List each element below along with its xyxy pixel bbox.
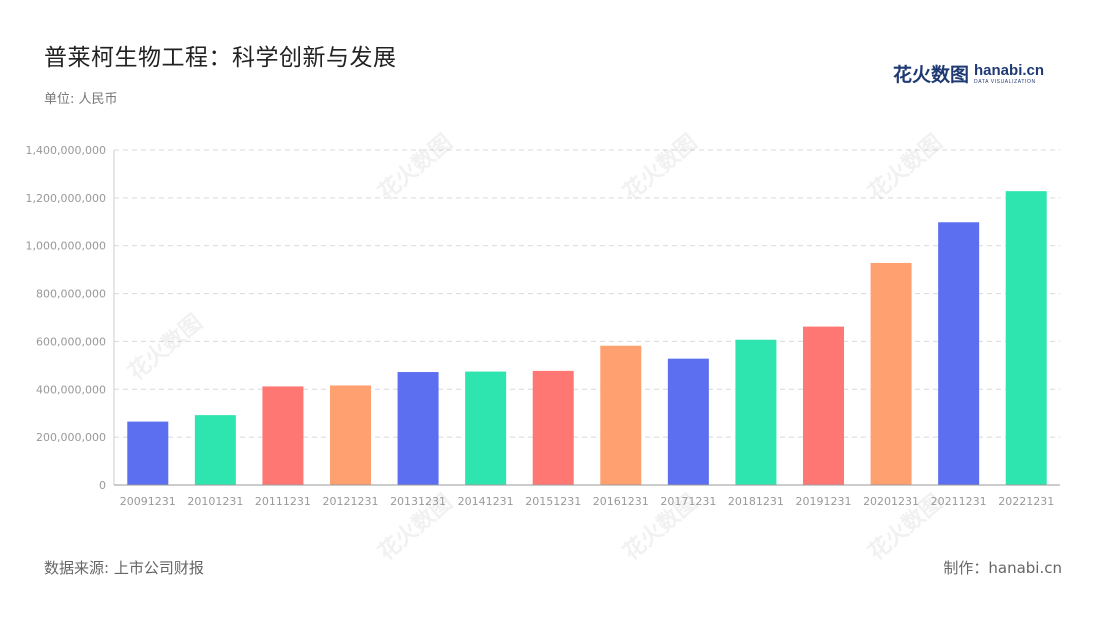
bar bbox=[465, 371, 507, 485]
bar bbox=[600, 345, 642, 485]
x-tick-label: 20181231 bbox=[728, 495, 784, 508]
y-tick-label: 1,400,000,000 bbox=[26, 144, 106, 157]
logo-sub-text: DATA VISUALIZATION bbox=[974, 78, 1036, 85]
brand-logo: 花火数图 hanabi.cn DATA VISUALIZATION bbox=[893, 60, 1044, 87]
x-tick-label: 20211231 bbox=[931, 495, 987, 508]
logo-en-group: hanabi.cn DATA VISUALIZATION bbox=[974, 63, 1044, 85]
bar bbox=[194, 415, 236, 485]
y-tick-label: 1,000,000,000 bbox=[26, 240, 106, 253]
x-tick-label: 20121231 bbox=[323, 495, 379, 508]
bar bbox=[803, 326, 844, 485]
logo-cn-text: 花火数图 bbox=[893, 64, 970, 86]
bar bbox=[938, 222, 980, 485]
bar bbox=[397, 372, 439, 485]
x-tick-label: 20221231 bbox=[998, 495, 1054, 508]
bar bbox=[735, 339, 777, 485]
chart-title: 普莱柯生物工程：科学创新与发展 bbox=[44, 45, 397, 71]
x-tick-label: 20151231 bbox=[525, 495, 581, 508]
x-tick-label: 20091231 bbox=[120, 495, 176, 508]
bar bbox=[1005, 191, 1047, 485]
y-tick-label: 400,000,000 bbox=[36, 383, 106, 396]
bar bbox=[532, 370, 574, 485]
bar bbox=[667, 358, 709, 485]
x-tick-label: 20131231 bbox=[390, 495, 446, 508]
x-tick-label: 20111231 bbox=[255, 495, 311, 508]
y-tick-label: 1,200,000,000 bbox=[26, 192, 106, 205]
x-tick-label: 20191231 bbox=[796, 495, 852, 508]
bar bbox=[330, 385, 371, 485]
x-tick-label: 20201231 bbox=[863, 495, 919, 508]
logo-en-text: hanabi.cn bbox=[974, 61, 1045, 79]
bar bbox=[262, 386, 304, 485]
y-tick-label: 600,000,000 bbox=[36, 335, 106, 348]
x-tick-label: 20171231 bbox=[660, 495, 716, 508]
y-tick-label: 0 bbox=[99, 479, 106, 492]
x-tick-label: 20161231 bbox=[593, 495, 649, 508]
credit-label: 制作：hanabi.cn bbox=[943, 559, 1062, 577]
bar bbox=[127, 421, 169, 485]
y-tick-label: 200,000,000 bbox=[36, 431, 106, 444]
x-tick-label: 20141231 bbox=[458, 495, 514, 508]
x-tick-label: 20101231 bbox=[187, 495, 243, 508]
unit-label: 单位: 人民币 bbox=[44, 92, 118, 107]
data-source: 数据来源: 上市公司财报 bbox=[44, 559, 204, 577]
bar bbox=[870, 262, 912, 485]
y-tick-label: 800,000,000 bbox=[36, 288, 106, 301]
